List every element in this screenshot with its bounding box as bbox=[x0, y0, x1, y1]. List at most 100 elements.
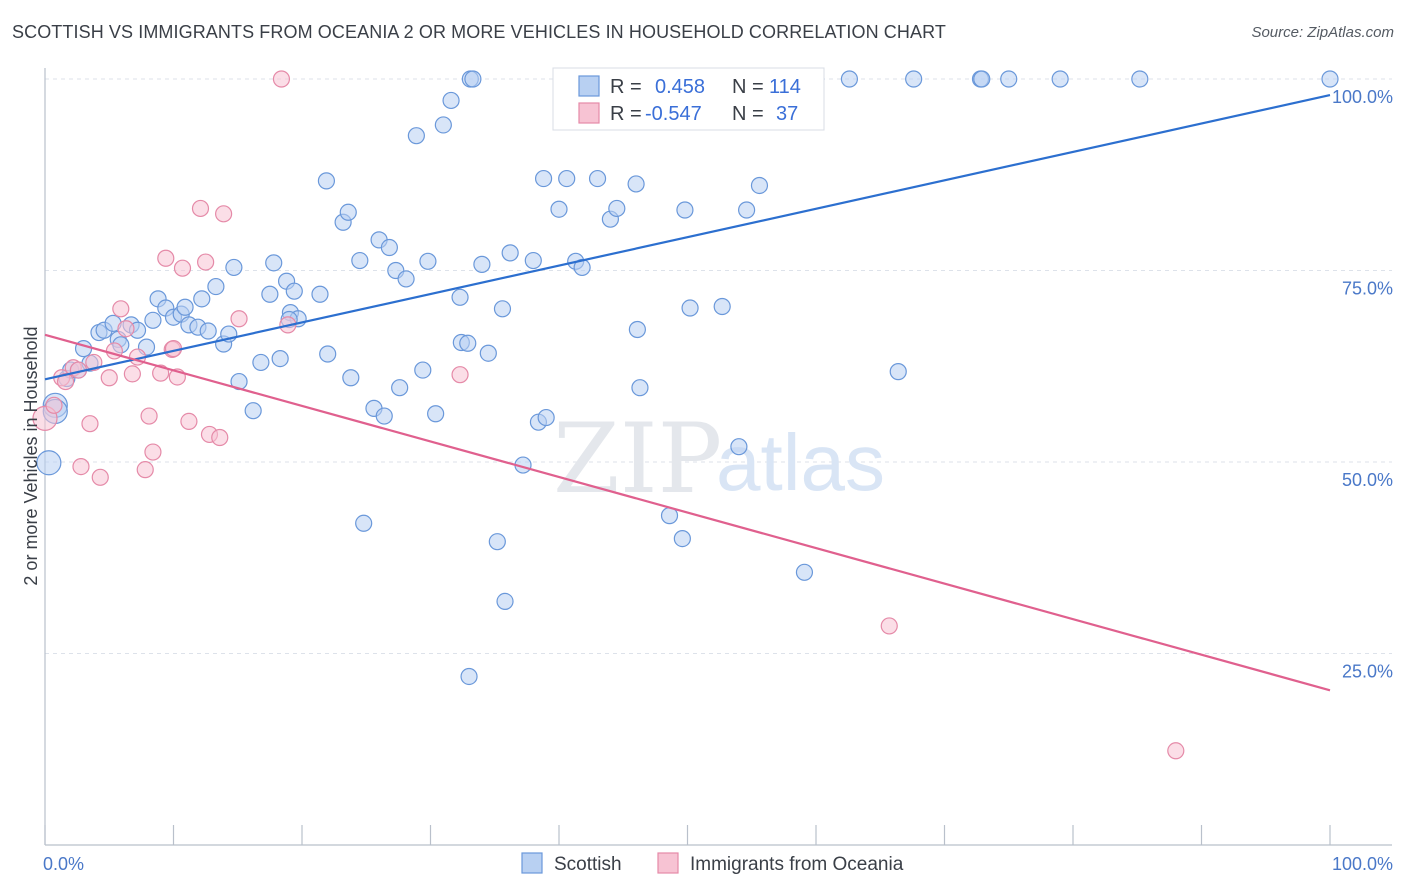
point-scottish-77 bbox=[550, 200, 568, 218]
point-scottish-103 bbox=[840, 70, 859, 88]
point-scottish-112 bbox=[460, 667, 478, 686]
point-scottish-35 bbox=[271, 349, 289, 368]
point-scottish-51 bbox=[380, 238, 398, 257]
point-scottish-107 bbox=[973, 70, 991, 88]
point-scottish-60 bbox=[442, 91, 460, 110]
point-oceania-14 bbox=[123, 365, 141, 383]
point-oceania-30 bbox=[230, 310, 248, 328]
point-scottish-50 bbox=[375, 407, 393, 425]
point-scottish-25 bbox=[199, 322, 217, 340]
point-scottish-109 bbox=[1051, 70, 1069, 88]
point-oceania-6 bbox=[72, 457, 90, 476]
point-scottish-86 bbox=[631, 379, 649, 397]
point-oceania-10 bbox=[100, 369, 118, 387]
point-scottish-29 bbox=[225, 258, 243, 277]
point-scottish-81 bbox=[588, 169, 607, 188]
point-oceania-29 bbox=[215, 205, 233, 223]
point-oceania-34 bbox=[880, 617, 898, 635]
point-scottish-40 bbox=[311, 285, 329, 303]
point-oceania-16 bbox=[136, 461, 154, 479]
legend-n-value-oceania: 37 bbox=[776, 103, 798, 125]
point-oceania-7 bbox=[81, 415, 99, 433]
point-scottish-61 bbox=[451, 288, 469, 306]
point-scottish-67 bbox=[479, 344, 497, 362]
point-scottish-85 bbox=[628, 320, 646, 339]
point-scottish-110 bbox=[1131, 70, 1149, 88]
point-scottish-97 bbox=[738, 201, 756, 219]
point-oceania-18 bbox=[144, 443, 162, 461]
trend-line-scottish bbox=[44, 94, 1331, 381]
point-scottish-63 bbox=[459, 334, 477, 352]
point-scottish-94 bbox=[713, 297, 731, 316]
point-oceania-12 bbox=[112, 300, 130, 318]
point-scottish-84 bbox=[627, 175, 645, 193]
point-oceania-24 bbox=[180, 412, 198, 431]
watermark-atlas: atlas bbox=[716, 418, 885, 507]
point-scottish-0 bbox=[36, 450, 62, 476]
point-scottish-38 bbox=[285, 282, 303, 300]
point-scottish-47 bbox=[355, 514, 373, 532]
legend-n-label-scottish: N = bbox=[732, 76, 764, 98]
y-tick-label-2: 75.0% bbox=[1342, 279, 1393, 299]
point-oceania-28 bbox=[211, 428, 229, 447]
point-scottish-69 bbox=[493, 300, 512, 318]
point-scottish-32 bbox=[252, 353, 270, 372]
point-scottish-68 bbox=[488, 533, 506, 551]
point-scottish-33 bbox=[261, 285, 279, 303]
series-label-scottish: Scottish bbox=[554, 854, 622, 875]
point-scottish-73 bbox=[524, 251, 542, 270]
point-oceania-26 bbox=[197, 253, 215, 271]
point-scottish-34 bbox=[265, 254, 283, 272]
stats-legend: R = 0.458 N = 114 R = -0.547 N = 37 bbox=[552, 67, 825, 131]
point-scottish-46 bbox=[351, 251, 369, 270]
point-scottish-66 bbox=[473, 255, 491, 273]
point-oceania-23 bbox=[173, 259, 192, 277]
point-scottish-56 bbox=[414, 361, 432, 379]
point-scottish-21 bbox=[176, 298, 194, 316]
series-legend: Scottish Immigrants from Oceania bbox=[521, 852, 904, 875]
point-oceania-17 bbox=[140, 407, 158, 425]
point-scottish-53 bbox=[391, 379, 409, 397]
point-scottish-59 bbox=[434, 116, 452, 134]
point-scottish-57 bbox=[419, 252, 437, 270]
point-scottish-54 bbox=[397, 270, 415, 288]
point-scottish-58 bbox=[427, 405, 445, 423]
point-scottish-70 bbox=[496, 592, 514, 611]
point-scottish-55 bbox=[407, 127, 425, 145]
point-scottish-92 bbox=[681, 299, 699, 317]
series-label-oceania: Immigrants from Oceania bbox=[690, 854, 904, 875]
point-scottish-96 bbox=[730, 438, 748, 456]
watermark-zip: ZIP bbox=[553, 403, 722, 515]
point-scottish-26 bbox=[207, 277, 225, 296]
point-scottish-91 bbox=[676, 201, 694, 219]
point-oceania-3 bbox=[56, 372, 75, 391]
point-oceania-35 bbox=[1167, 742, 1185, 760]
trend-lines bbox=[44, 94, 1331, 692]
point-scottish-111 bbox=[1321, 70, 1339, 88]
point-scottish-31 bbox=[244, 402, 262, 420]
point-scottish-104 bbox=[889, 363, 907, 381]
point-scottish-71 bbox=[501, 244, 519, 262]
point-scottish-24 bbox=[193, 290, 211, 308]
legend-n-label-oceania: N = bbox=[732, 103, 764, 125]
point-oceania-1 bbox=[45, 396, 63, 414]
legend-swatch-scottish bbox=[578, 75, 600, 97]
series-swatch-scottish bbox=[521, 852, 543, 874]
point-oceania-31 bbox=[272, 70, 291, 88]
y-tick-label-3: 100.0% bbox=[1332, 87, 1393, 107]
point-oceania-8 bbox=[85, 353, 103, 372]
chart-title: SCOTTISH VS IMMIGRANTS FROM OCEANIA 2 OR… bbox=[12, 22, 946, 42]
legend-r-value-scottish: 0.458 bbox=[655, 76, 705, 98]
legend-n-value-scottish: 114 bbox=[769, 76, 801, 98]
legend-swatch-oceania bbox=[578, 102, 600, 124]
point-scottish-105 bbox=[905, 70, 923, 88]
y-tick-label-1: 50.0% bbox=[1342, 470, 1393, 490]
point-scottish-44 bbox=[339, 203, 357, 221]
point-scottish-83 bbox=[608, 199, 626, 218]
point-oceania-20 bbox=[157, 249, 175, 267]
point-scottish-99 bbox=[750, 176, 769, 195]
data-points bbox=[32, 70, 1339, 760]
point-scottish-101 bbox=[795, 563, 814, 581]
watermark: ZIP atlas bbox=[553, 403, 885, 515]
tick-labels: 25.0% 50.0% 75.0% 100.0% 0.0% 100.0% bbox=[43, 87, 1393, 874]
